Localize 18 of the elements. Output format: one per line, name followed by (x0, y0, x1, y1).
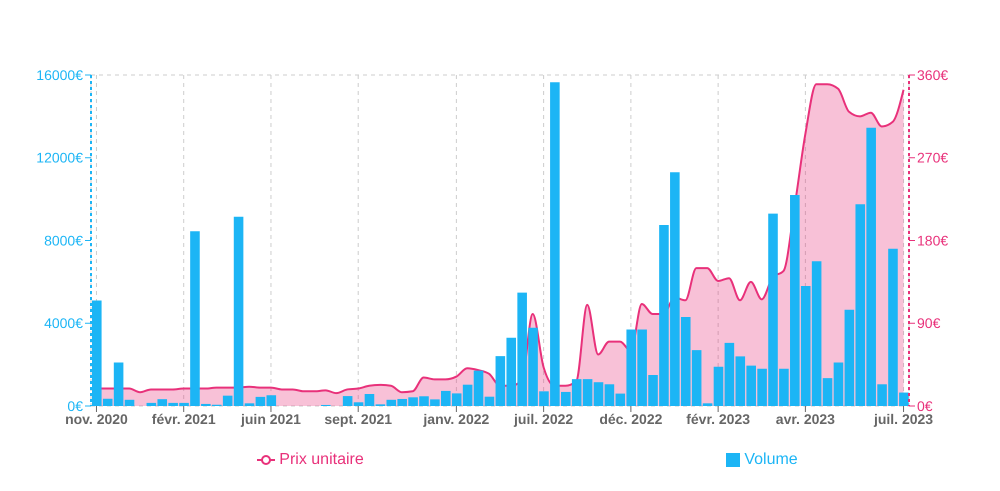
legend-label: Prix unitaire (278, 451, 364, 469)
x-tick-label: janv. 2022 (422, 410, 490, 427)
y2-tick-label: 90€ (917, 315, 941, 332)
legend-label: Volume (743, 451, 798, 469)
y-tick-label: 4000€ (44, 315, 84, 332)
x-tick-label: juil. 2022 (513, 410, 574, 427)
y2-tick-label: 360€ (917, 66, 948, 83)
y-tick-label: 12000€ (36, 150, 84, 166)
x-tick-label: févr. 2023 (686, 410, 750, 427)
x-tick-label: juin 2021 (240, 410, 302, 427)
y2-tick-label: 270€ (917, 150, 948, 166)
y-tick-label: 16000€ (36, 66, 84, 83)
x-tick-label: févr. 2021 (152, 410, 216, 427)
x-tick-label: déc. 2022 (599, 410, 663, 427)
x-tick-label: avr. 2023 (776, 410, 836, 427)
y-tick-label: 8000€ (44, 232, 84, 248)
y2-tick-label: 180€ (917, 232, 948, 248)
x-tick-label: sept. 2021 (324, 410, 392, 427)
